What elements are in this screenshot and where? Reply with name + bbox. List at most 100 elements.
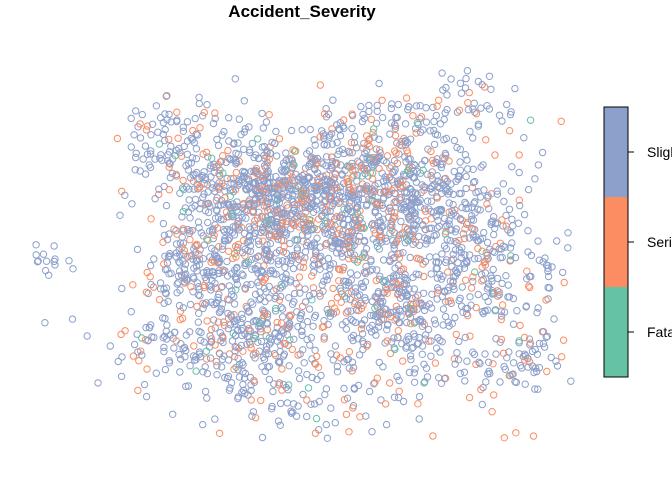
accident-point: [200, 190, 208, 198]
accident-point: [509, 320, 518, 328]
accident-point: [534, 237, 542, 245]
accident-point: [117, 372, 126, 381]
accident-point: [409, 235, 417, 243]
accident-point: [424, 325, 433, 334]
accident-point: [180, 250, 188, 258]
accident-point: [337, 188, 345, 196]
accident-point: [234, 393, 243, 401]
accident-point: [268, 138, 276, 147]
accident-point: [161, 289, 170, 297]
accident-point: [480, 258, 488, 267]
accident-point: [443, 91, 451, 99]
accident-point: [273, 323, 281, 332]
accident-point: [263, 325, 272, 334]
accident-point: [455, 337, 463, 346]
accident-point: [155, 185, 163, 193]
accident-point: [287, 311, 295, 319]
accident-point: [172, 170, 180, 179]
accident-point: [339, 266, 347, 274]
accident-point: [412, 178, 421, 186]
accident-point: [441, 312, 450, 321]
accident-point: [478, 277, 486, 285]
accident-point: [160, 299, 168, 307]
accident-point: [458, 216, 466, 225]
accident-point: [259, 237, 267, 245]
accident-point: [136, 120, 144, 128]
accident-point: [360, 185, 368, 193]
accident-point: [310, 256, 318, 264]
accident-point: [375, 79, 383, 88]
accident-point: [215, 184, 223, 192]
accident-point: [187, 251, 196, 260]
accident-point: [161, 252, 169, 260]
accident-point: [457, 253, 465, 262]
accident-point: [272, 233, 280, 241]
accident-point: [393, 280, 401, 289]
accident-point: [408, 207, 417, 215]
accident-point: [235, 226, 244, 234]
accident-point: [189, 288, 197, 296]
accident-point: [224, 200, 232, 208]
accident-point: [320, 333, 328, 341]
accident-point: [34, 257, 42, 265]
accident-point: [401, 279, 409, 288]
accident-point: [279, 248, 287, 256]
accident-point: [127, 308, 136, 316]
accident-point: [215, 170, 223, 178]
accident-point: [408, 294, 416, 303]
accident-point: [179, 127, 188, 136]
accident-point: [405, 309, 414, 317]
accident-point: [208, 154, 216, 163]
accident-point: [388, 251, 396, 259]
accident-point: [284, 183, 292, 192]
accident-point: [567, 377, 575, 385]
accident-point: [360, 249, 368, 257]
accident-point: [333, 138, 341, 147]
accident-point: [387, 104, 395, 113]
accident-point: [242, 302, 250, 311]
accident-point: [250, 376, 258, 385]
accident-point: [251, 331, 260, 339]
accident-point: [448, 320, 456, 328]
accident-point: [201, 387, 210, 396]
accident-point: [426, 253, 434, 261]
accident-point: [511, 253, 520, 262]
accident-point: [161, 136, 169, 145]
accident-point: [484, 358, 493, 366]
accident-point: [342, 295, 350, 303]
accident-point: [334, 150, 342, 159]
accident-point: [241, 206, 249, 214]
accident-point: [195, 184, 203, 192]
accident-point: [404, 236, 412, 244]
accident-point: [450, 136, 459, 145]
accident-point: [134, 348, 142, 356]
accident-point: [490, 230, 498, 239]
accident-point: [211, 214, 220, 222]
accident-point: [132, 153, 140, 162]
accident-point: [323, 207, 331, 215]
accident-point: [200, 108, 209, 117]
accident-point: [505, 127, 514, 135]
accident-point: [304, 227, 312, 235]
accident-point: [234, 366, 242, 374]
accident-point: [410, 378, 419, 386]
accident-point: [465, 251, 474, 259]
accident-point: [276, 399, 285, 408]
accident-point: [368, 297, 377, 306]
accident-point: [442, 298, 450, 306]
accident-point: [396, 307, 404, 315]
accident-point: [255, 193, 263, 201]
accident-point: [512, 429, 520, 437]
accident-point: [451, 237, 459, 246]
accident-point: [231, 347, 239, 355]
accident-point: [203, 394, 211, 402]
accident-point: [292, 412, 301, 420]
accident-point: [210, 160, 218, 169]
accident-point: [316, 265, 324, 273]
accident-point: [469, 277, 477, 286]
accident-point: [445, 199, 453, 207]
accident-point: [349, 363, 358, 372]
accident-point: [245, 324, 253, 333]
accident-point: [273, 223, 281, 231]
accident-point: [482, 136, 490, 144]
